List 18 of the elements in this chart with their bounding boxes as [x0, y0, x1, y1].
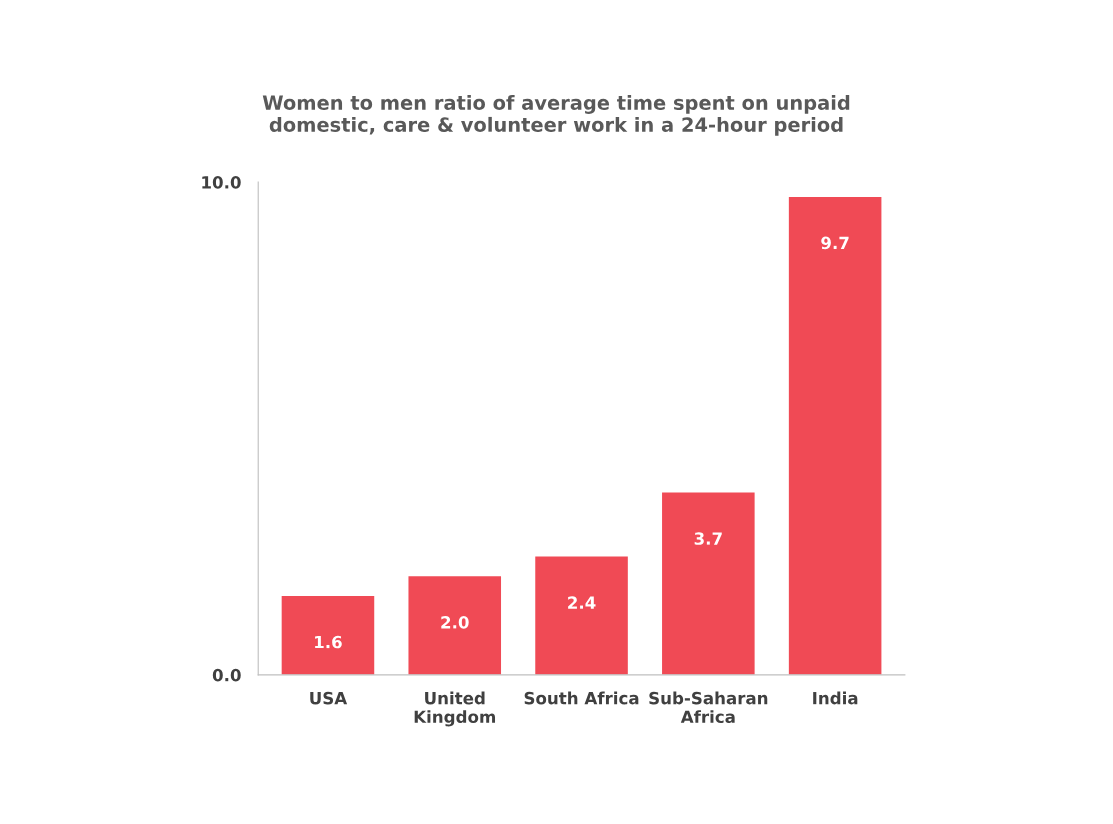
data-label: 2.4 [568, 596, 596, 609]
x-tick-label: Sub-Saharan Africa [649, 691, 768, 724]
data-label: 9.7 [821, 236, 849, 250]
bar [662, 492, 755, 675]
data-label: 3.7 [694, 532, 722, 545]
data-label: 1.6 [315, 635, 342, 649]
bar [281, 596, 375, 675]
x-tick-label: India [813, 691, 858, 705]
data-label: 2.0 [441, 616, 469, 629]
x-tick-label: United Kingdom [414, 691, 496, 727]
chart-title: Women to men ratio of average time spent on unpaid domestic, care & volunteer work in a 24-hour period [262, 94, 850, 136]
y-tick-label: 0.0 [212, 668, 241, 682]
bar [408, 576, 502, 675]
x-tick-label: South Africa [524, 691, 639, 705]
bar [535, 556, 628, 675]
y-tick-label: 10.0 [202, 176, 241, 189]
x-tick-label: USA [310, 691, 348, 705]
bar [788, 196, 882, 675]
